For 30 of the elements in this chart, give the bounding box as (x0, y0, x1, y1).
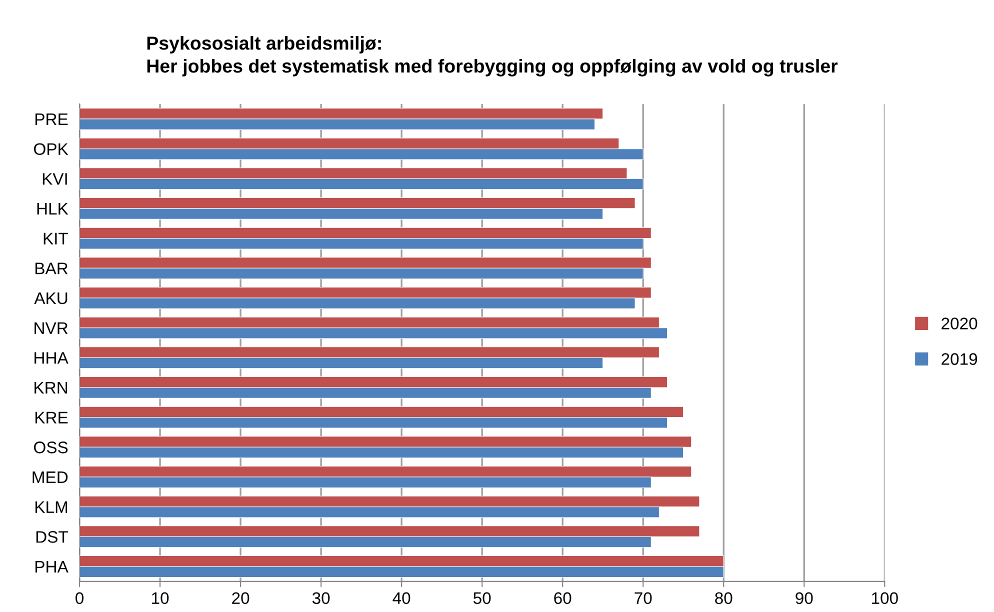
y-tick-label: BAR (36, 262, 68, 274)
legend-label: 2019 (942, 353, 978, 365)
x-tick-label: 10 (152, 592, 169, 604)
y-tick-label: KLM (36, 501, 68, 513)
y-tick-label: HLK (37, 203, 68, 214)
y-tick-label: HHA (34, 352, 68, 364)
y-tick-label: KRE (36, 412, 68, 424)
chart-title: Psykososialt arbeidsmiljø: Her jobbes det systematisk med forebygging og oppfølging av vold og trusler (147, 36, 838, 76)
x-tick-label: 80 (715, 592, 732, 604)
x-tick-label: 20 (232, 592, 250, 604)
y-tick-label: KVI (42, 173, 67, 185)
y-tick-label: DST (36, 531, 68, 543)
y-tick-label: KRN (34, 382, 68, 394)
legend-label: 2020 (942, 318, 978, 330)
y-tick-label: PRE (36, 114, 68, 125)
x-tick-label: 90 (796, 592, 813, 604)
x-tick-label: 30 (312, 592, 330, 604)
y-tick-label: KIT (44, 232, 68, 244)
x-tick-label: 40 (392, 592, 410, 604)
y-tick-label: AKU (34, 292, 68, 304)
y-tick-label: OPK (34, 143, 68, 155)
x-tick-label: 0 (76, 592, 84, 604)
x-tick-label: 70 (634, 592, 652, 604)
x-tick-label: 100 (872, 592, 898, 604)
y-tick-label: NVR (34, 322, 68, 334)
y-tick-label: PHA (36, 561, 68, 573)
x-tick-label: 60 (554, 592, 572, 604)
y-tick-label: OSS (34, 442, 68, 454)
x-tick-label: 50 (473, 592, 491, 604)
y-tick-label: MED (32, 472, 68, 484)
